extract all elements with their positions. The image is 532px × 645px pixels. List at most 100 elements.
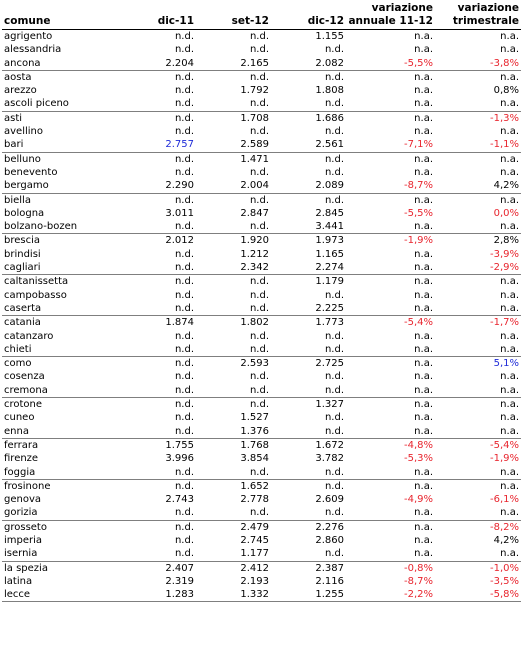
cell-set-12: 2.412 [240, 562, 269, 574]
cell-dic-11: n.d. [120, 547, 196, 562]
table-row: caltanissetta n.d. n.d. 1.179 n.a. n.a. [2, 275, 521, 289]
cell-comune: catanzaro [4, 330, 54, 342]
header-variazione-annuale-line1: variazione [371, 2, 433, 14]
cell-variazione-annuale: n.a. [346, 547, 435, 562]
cell-dic-12: n.d. [324, 71, 344, 83]
cell-dic-12: 1.773 [315, 317, 344, 329]
cell-comune: cagliari [2, 261, 120, 276]
cell-variazione-annuale: -8,7% [346, 179, 435, 194]
cell-comune: aosta [4, 71, 32, 83]
cell-comune: catania [4, 317, 41, 329]
cell-dic-12: n.d. [324, 412, 344, 424]
cell-comune: cuneo [4, 412, 35, 424]
cell-variazione-trimestrale: n.a. [500, 480, 519, 492]
cell-dic-11: 2.757 [120, 138, 196, 153]
cell-comune: grosseto [4, 521, 47, 533]
cell-comune: latina [4, 575, 33, 587]
header-dic-12: dic-12 [271, 2, 346, 30]
cell-dic-11: n.d. [174, 194, 194, 206]
cell-comune: genova [4, 494, 42, 506]
table-row: bologna 3.011 2.847 2.845 -5,5% 0,0% [2, 207, 521, 220]
cell-dic-11: n.d. [174, 44, 194, 56]
cell-variazione-trimestrale: 5,1% [493, 358, 519, 370]
cell-variazione-annuale: n.a. [346, 465, 435, 480]
header-variazione-trimestrale: variazione trimestrale [435, 2, 521, 30]
table-row: imperia n.d. 2.745 2.860 n.a. 4,2% [2, 534, 521, 547]
cell-dic-12: n.d. [324, 371, 344, 383]
cell-dic-11: n.d. [120, 261, 196, 276]
cell-dic-12: 2.561 [271, 138, 346, 153]
cell-dic-12: 2.860 [315, 534, 344, 546]
cell-variazione-trimestrale: -8,2% [489, 521, 519, 533]
table-row: isernia n.d. 1.177 n.d. n.a. n.a. [2, 547, 521, 562]
cell-variazione-trimestrale: n.a. [435, 342, 521, 358]
cell-variazione-trimestrale: n.a. [435, 424, 521, 439]
cell-variazione-trimestrale: -5,4% [489, 439, 519, 451]
cell-dic-11: 1.283 [120, 588, 196, 603]
cell-set-12: n.d. [249, 371, 269, 383]
cell-comune: bari [2, 138, 120, 153]
header-variazione-annuale: variazione annuale 11-12 [346, 2, 435, 30]
cell-dic-12: n.d. [324, 330, 344, 342]
cell-dic-12: 1.808 [315, 85, 344, 97]
cell-variazione-trimestrale: n.a. [500, 330, 519, 342]
cell-comune: belluno [4, 153, 41, 165]
cell-variazione-annuale: -4,8% [403, 439, 433, 451]
cell-variazione-annuale: n.a. [414, 166, 433, 178]
cell-dic-11: n.d. [120, 97, 196, 112]
cell-variazione-trimestrale: -1,9% [489, 453, 519, 465]
header-variazione-annuale-line2: annuale 11-12 [348, 15, 433, 27]
table-row: foggia n.d. n.d. n.d. n.a. n.a. [2, 465, 521, 480]
cell-variazione-trimestrale: n.a. [435, 301, 521, 317]
cell-set-12: n.d. [249, 399, 269, 411]
data-table-container: comune dic-11 set-12 dic-12 variazione a… [2, 2, 521, 603]
cell-set-12: n.d. [196, 220, 271, 235]
cell-dic-11: n.d. [174, 112, 194, 124]
cell-dic-12: n.d. [324, 166, 344, 178]
cell-set-12: 2.593 [240, 358, 269, 370]
cell-dic-11: n.d. [174, 534, 194, 546]
cell-variazione-annuale: n.a. [346, 261, 435, 276]
table-row: grosseto n.d. 2.479 2.276 n.a. -8,2% [2, 520, 521, 534]
cell-variazione-annuale: n.a. [346, 97, 435, 112]
cell-dic-11: n.d. [174, 126, 194, 138]
cell-variazione-annuale: n.a. [414, 358, 433, 370]
cell-set-12: n.d. [249, 276, 269, 288]
table-row: alessandria n.d. n.d. n.d. n.a. n.a. [2, 43, 521, 56]
cell-variazione-annuale: -2,2% [346, 588, 435, 603]
cell-set-12: 1.652 [240, 480, 269, 492]
cell-variazione-trimestrale: 2,8% [493, 235, 519, 247]
table-body: agrigento n.d. n.d. 1.155 n.a. n.a. alessandri… [2, 30, 521, 603]
cell-comune: asti [4, 112, 23, 124]
cell-variazione-trimestrale: -3,9% [489, 248, 519, 260]
table-row: catania 1.874 1.802 1.773 -5,4% -1,7% [2, 316, 521, 330]
cell-variazione-annuale: n.a. [346, 342, 435, 358]
table-row: gorizia n.d. n.d. n.d. n.a. n.a. [2, 506, 521, 521]
cell-dic-11: n.d. [174, 85, 194, 97]
cell-dic-11: n.d. [174, 330, 194, 342]
cell-comune: ferrara [4, 439, 39, 451]
cell-variazione-trimestrale: -3,5% [489, 575, 519, 587]
cell-comune: foggia [2, 465, 120, 480]
table-row: arezzo n.d. 1.792 1.808 n.a. 0,8% [2, 84, 521, 97]
table-row: la spezia 2.407 2.412 2.387 -0,8% -1,0% [2, 561, 521, 575]
table-row: brindisi n.d. 1.212 1.165 n.a. -3,9% [2, 248, 521, 261]
cell-dic-11: 3.011 [165, 207, 194, 219]
table-row: ascoli piceno n.d. n.d. n.d. n.a. n.a. [2, 97, 521, 112]
cell-set-12: 1.802 [240, 317, 269, 329]
cell-dic-12: n.d. [271, 506, 346, 521]
table-row: benevento n.d. n.d. n.d. n.a. n.a. [2, 166, 521, 179]
table-row: cagliari n.d. 2.342 2.274 n.a. -2,9% [2, 261, 521, 276]
cell-set-12: 1.768 [240, 439, 269, 451]
cell-dic-11: n.d. [120, 301, 196, 317]
cell-dic-11: n.d. [174, 521, 194, 533]
cell-set-12: n.d. [249, 44, 269, 56]
cell-variazione-annuale: n.a. [414, 194, 433, 206]
cell-dic-12: n.d. [271, 424, 346, 439]
table-row: firenze 3.996 3.854 3.782 -5,3% -1,9% [2, 452, 521, 465]
cell-dic-11: n.d. [174, 371, 194, 383]
header-variazione-trimestrale-line1: variazione [457, 2, 519, 14]
cell-dic-11: n.d. [120, 383, 196, 399]
cell-variazione-trimestrale: 4,2% [435, 179, 521, 194]
cell-dic-11: 1.755 [165, 439, 194, 451]
